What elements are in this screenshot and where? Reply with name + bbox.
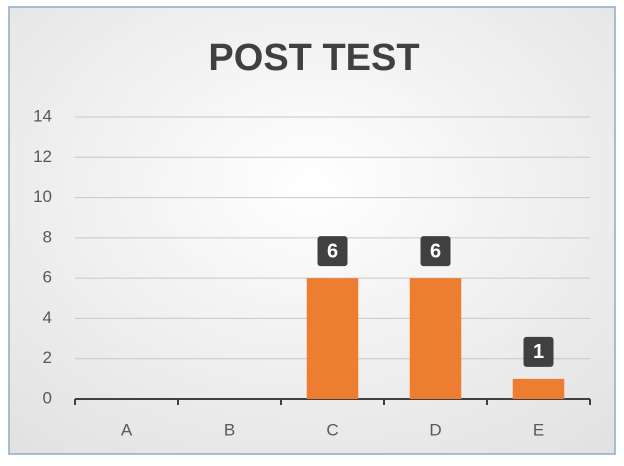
y-tick-label: 6	[43, 268, 52, 287]
x-tick-label: A	[121, 420, 133, 439]
y-tick-label: 4	[43, 308, 52, 327]
x-tick-label: D	[429, 420, 441, 439]
y-tick-label: 2	[43, 348, 52, 367]
data-label: 1	[533, 341, 544, 363]
data-label: 6	[327, 240, 338, 262]
data-label-box	[523, 336, 554, 367]
chart-title: POST TEST	[208, 37, 419, 79]
x-tick-label: B	[224, 420, 235, 439]
bar	[306, 278, 359, 399]
data-label-box	[317, 236, 348, 267]
y-tick-label: 8	[43, 227, 52, 246]
x-tick-label: E	[533, 420, 544, 439]
y-tick-label: 14	[33, 106, 52, 125]
y-tick-label: 10	[33, 187, 52, 206]
bar	[409, 278, 462, 399]
data-label: 6	[430, 240, 441, 262]
data-label-box	[420, 236, 451, 267]
x-tick-label: C	[326, 420, 338, 439]
y-tick-label: 12	[33, 147, 52, 166]
bar	[512, 378, 565, 399]
y-tick-label: 0	[43, 388, 52, 407]
